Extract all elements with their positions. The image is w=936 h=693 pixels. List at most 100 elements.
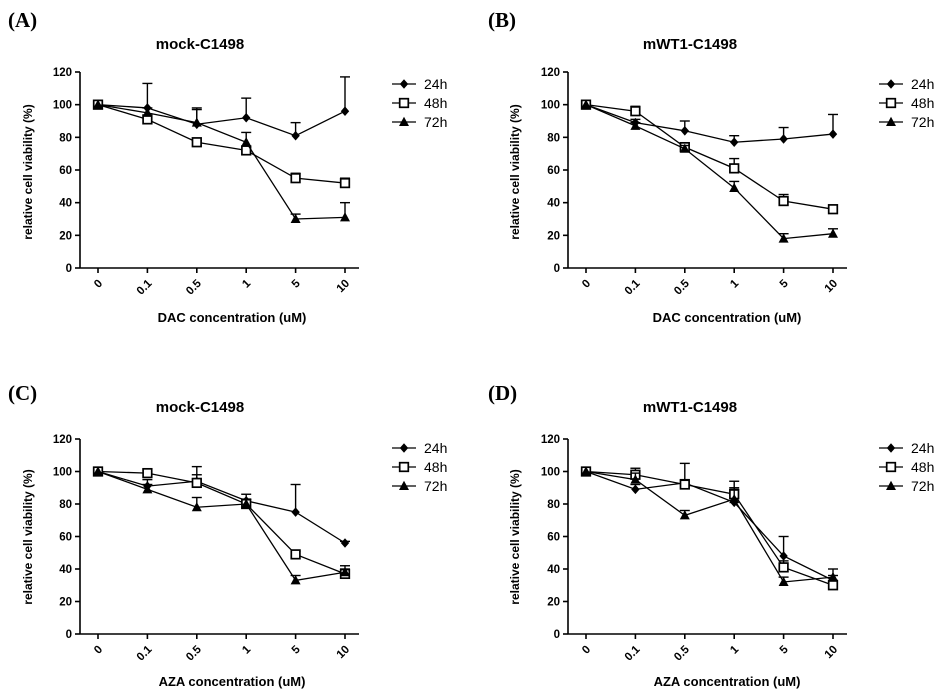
legend-marker bbox=[886, 443, 896, 453]
data-point-72h bbox=[630, 120, 641, 130]
legend-marker bbox=[399, 116, 409, 126]
y-tick-label: 0 bbox=[554, 263, 560, 275]
data-point-24h bbox=[340, 538, 350, 548]
x-tick-label: 0 bbox=[92, 644, 105, 657]
data-point-48h bbox=[827, 204, 839, 215]
legend-entry-72h: 72h bbox=[392, 478, 447, 494]
data-point-48h bbox=[142, 467, 153, 479]
data-point-48h bbox=[191, 137, 202, 148]
chart-panel-d: (D) mWT1-C1498 0 20 40 60 80 100 120 0 0.1 0.5 1 5 10 r… bbox=[488, 381, 934, 689]
y-tick-label: 80 bbox=[547, 132, 560, 144]
x-tick-label: 5 bbox=[290, 277, 303, 290]
y-tick-label: 60 bbox=[547, 165, 560, 177]
x-tick-label: 10 bbox=[335, 644, 353, 662]
y-tick-label: 120 bbox=[541, 434, 560, 446]
legend-marker bbox=[886, 79, 896, 89]
chart-title: mock-C1498 bbox=[156, 36, 244, 53]
x-tick-label: 5 bbox=[778, 277, 791, 290]
data-point-72h bbox=[340, 212, 350, 222]
x-tick-label: 0.1 bbox=[623, 277, 643, 297]
legend-entry-24h: 24h bbox=[392, 440, 447, 456]
legend-marker bbox=[399, 480, 409, 490]
series-24h bbox=[93, 76, 350, 141]
y-tick-label: 60 bbox=[59, 165, 72, 177]
y-tick-label: 100 bbox=[541, 100, 560, 112]
data-point-72h bbox=[581, 466, 591, 476]
chart-panel-a: (A) mock-C1498 0 20 40 60 80 100 120 0 0.1 0.5 1 5 10 r… bbox=[8, 8, 447, 325]
y-tick-label: 40 bbox=[547, 564, 560, 576]
series-line-72h bbox=[585, 104, 834, 240]
data-point-48h bbox=[290, 173, 301, 184]
series-48h bbox=[92, 99, 351, 189]
series-72h bbox=[93, 466, 350, 585]
data-point-48h bbox=[339, 177, 351, 189]
data-point-24h bbox=[291, 507, 300, 517]
series-48h bbox=[580, 99, 839, 215]
legend-label: 24h bbox=[911, 440, 934, 456]
legend-marker bbox=[399, 443, 409, 453]
y-axis-label: relative cell viability (%) bbox=[21, 469, 35, 604]
legend-entry-24h: 24h bbox=[879, 76, 934, 92]
x-tick-label: 0 bbox=[92, 278, 105, 291]
legend-label: 72h bbox=[911, 114, 934, 130]
legend-marker bbox=[398, 461, 410, 473]
y-tick-label: 100 bbox=[53, 467, 72, 479]
data-point-48h bbox=[778, 562, 789, 573]
series-24h bbox=[93, 466, 350, 548]
x-tick-label: 0.1 bbox=[135, 277, 155, 297]
data-point-48h bbox=[827, 580, 839, 591]
data-point-72h bbox=[191, 117, 202, 127]
y-tick-label: 0 bbox=[66, 263, 72, 275]
data-point-72h bbox=[581, 99, 591, 109]
legend-entry-72h: 72h bbox=[879, 114, 934, 130]
x-tick-label: 0.1 bbox=[135, 643, 155, 663]
legend-entry-24h: 24h bbox=[879, 440, 934, 456]
x-tick-label: 0 bbox=[580, 644, 593, 657]
legend-label: 48h bbox=[911, 95, 934, 111]
legend-marker bbox=[399, 79, 409, 89]
x-tick-label: 10 bbox=[823, 644, 841, 662]
legend-entry-24h: 24h bbox=[392, 76, 447, 92]
series-24h bbox=[581, 462, 838, 586]
y-axis-label: relative cell viability (%) bbox=[508, 104, 522, 239]
data-point-24h bbox=[340, 106, 350, 116]
data-point-72h bbox=[93, 99, 103, 109]
x-tick-label: 10 bbox=[335, 278, 353, 296]
data-point-72h bbox=[191, 502, 202, 512]
data-point-72h bbox=[241, 498, 252, 508]
chart-panel-c: (C) mock-C1498 0 20 40 60 80 100 120 0 0.1 0.5 1 5 10 r… bbox=[8, 381, 447, 689]
legend-marker bbox=[886, 480, 896, 490]
data-point-72h bbox=[679, 143, 690, 153]
y-tick-label: 60 bbox=[547, 532, 560, 544]
legend-entry-48h: 48h bbox=[392, 459, 447, 475]
data-point-48h bbox=[679, 479, 690, 490]
y-tick-label: 20 bbox=[59, 230, 72, 242]
legend-entry-72h: 72h bbox=[879, 478, 934, 494]
y-tick-label: 20 bbox=[547, 597, 560, 609]
x-axis-label: DAC concentration (uM) bbox=[653, 310, 802, 325]
chart-panel-b: (B) mWT1-C1498 0 20 40 60 80 100 120 0 0.1 0.5 1 5 10 r… bbox=[488, 8, 934, 325]
legend-label: 48h bbox=[424, 459, 447, 475]
legend-entry-48h: 48h bbox=[392, 95, 447, 111]
data-point-72h bbox=[828, 228, 838, 238]
panel-letter: (A) bbox=[8, 8, 37, 32]
y-tick-label: 0 bbox=[554, 629, 560, 641]
data-point-72h bbox=[142, 484, 153, 494]
legend-entry-72h: 72h bbox=[392, 114, 447, 130]
legend-label: 72h bbox=[911, 478, 934, 494]
y-tick-label: 20 bbox=[59, 597, 72, 609]
data-point-24h bbox=[242, 112, 251, 123]
x-axis-label: DAC concentration (uM) bbox=[158, 310, 307, 325]
legend-marker bbox=[885, 461, 897, 473]
series-line-48h bbox=[585, 104, 834, 210]
x-axis-label: AZA concentration (uM) bbox=[159, 674, 306, 689]
series-48h bbox=[580, 466, 839, 591]
y-tick-label: 40 bbox=[547, 198, 560, 210]
legend-label: 24h bbox=[424, 76, 447, 92]
data-point-24h bbox=[680, 126, 689, 136]
y-tick-label: 80 bbox=[59, 132, 72, 144]
data-point-72h bbox=[290, 213, 301, 223]
y-tick-label: 80 bbox=[547, 499, 560, 511]
legend-entry-48h: 48h bbox=[879, 95, 934, 111]
x-tick-label: 0 bbox=[580, 278, 593, 291]
